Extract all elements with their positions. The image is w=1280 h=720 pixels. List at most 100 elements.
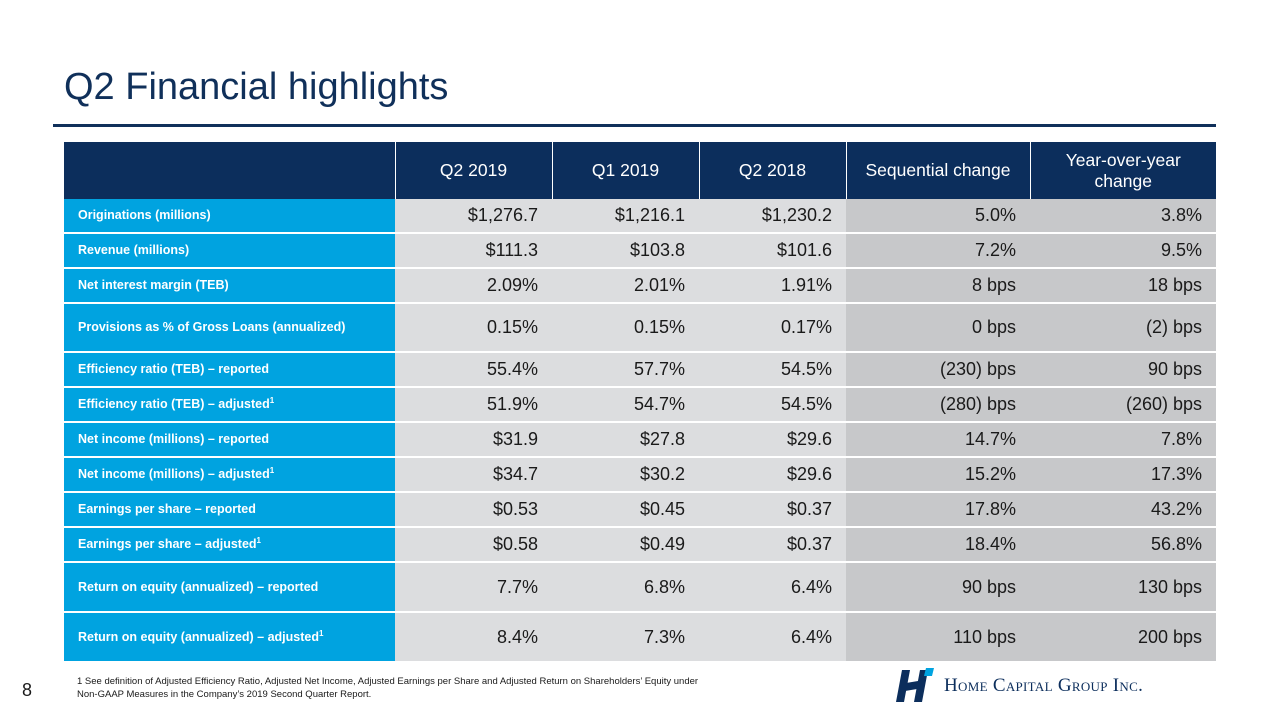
table-row: Return on equity (annualized) – adjusted… bbox=[64, 612, 1216, 663]
row-label: Revenue (millions) bbox=[64, 233, 395, 269]
page-number: 8 bbox=[22, 680, 33, 700]
header-blank bbox=[64, 142, 396, 199]
row-label: Return on equity (annualized) – reported bbox=[64, 562, 395, 613]
table-cell: 7.8% bbox=[1030, 422, 1216, 458]
table-cell: 130 bps bbox=[1030, 562, 1216, 613]
table-cell: 9.5% bbox=[1030, 233, 1216, 269]
table-header-row: Q2 2019 Q1 2019 Q2 2018 Sequential chang… bbox=[64, 142, 1216, 199]
table-cell: 90 bps bbox=[846, 562, 1030, 613]
footnote-marker: 1 bbox=[256, 535, 261, 545]
table-cell: 2.01% bbox=[552, 268, 699, 304]
table-row: Earnings per share – reported $0.53 $0.45 $… bbox=[64, 492, 1216, 528]
table-row: Net income (millions) – adjusted1 $34.7 $3… bbox=[64, 457, 1216, 493]
row-label: Earnings per share – reported bbox=[64, 492, 395, 528]
table-cell: 0.15% bbox=[552, 303, 699, 353]
header-yoy-change: Year-over-year change bbox=[1030, 142, 1216, 199]
row-label-text: Net income (millions) – reported bbox=[78, 432, 270, 446]
row-label-text: Revenue (millions) bbox=[78, 243, 190, 257]
table-cell: 54.7% bbox=[552, 387, 699, 423]
financial-highlights-table: Q2 2019 Q1 2019 Q2 2018 Sequential chang… bbox=[64, 142, 1216, 663]
table-row: Revenue (millions) $111.3 $103.8 $101.6 7.2%… bbox=[64, 233, 1216, 269]
table-cell: 6.8% bbox=[552, 562, 699, 613]
table-cell: 8.4% bbox=[395, 612, 552, 663]
table-cell: 5.0% bbox=[846, 199, 1030, 234]
page-title: Q2 Financial highlights bbox=[64, 66, 449, 108]
table-cell: $111.3 bbox=[395, 233, 552, 269]
table-cell: (230) bps bbox=[846, 352, 1030, 388]
row-label: Provisions as % of Gross Loans (annualiz… bbox=[64, 303, 395, 353]
table-cell: 55.4% bbox=[395, 352, 552, 388]
row-label-text: Provisions as % of Gross Loans (annualiz… bbox=[78, 320, 346, 334]
table-cell: 17.8% bbox=[846, 492, 1030, 528]
table-cell: 57.7% bbox=[552, 352, 699, 388]
table-cell: 90 bps bbox=[1030, 352, 1216, 388]
table-cell: 43.2% bbox=[1030, 492, 1216, 528]
table-cell: $29.6 bbox=[699, 422, 846, 458]
row-label: Net income (millions) – reported bbox=[64, 422, 395, 458]
table-cell: $30.2 bbox=[552, 457, 699, 493]
row-label-text: Net interest margin (TEB) bbox=[78, 278, 229, 292]
table-cell: 2.09% bbox=[395, 268, 552, 304]
row-label-text: Earnings per share – reported bbox=[78, 502, 256, 516]
table-cell: $31.9 bbox=[395, 422, 552, 458]
table-cell: $0.58 bbox=[395, 527, 552, 563]
row-label-text: Net income (millions) – adjusted bbox=[78, 467, 270, 481]
table-cell: $0.37 bbox=[699, 527, 846, 563]
table-cell: $0.53 bbox=[395, 492, 552, 528]
footnote-marker: 1 bbox=[269, 395, 275, 405]
table-row: Net income (millions) – reported $31.9 $27… bbox=[64, 422, 1216, 458]
table-cell: 1.91% bbox=[699, 268, 846, 304]
table-cell: 7.2% bbox=[846, 233, 1030, 269]
table-cell: 18 bps bbox=[1030, 268, 1216, 304]
row-label-text: Earnings per share – adjusted bbox=[78, 537, 257, 551]
row-label-text: Efficiency ratio (TEB) – adjusted bbox=[78, 397, 270, 411]
table-row: Efficiency ratio (TEB) – reported 55.4% 57… bbox=[64, 352, 1216, 388]
table-cell: $0.49 bbox=[552, 527, 699, 563]
table-cell: 6.4% bbox=[699, 612, 846, 663]
row-label: Efficiency ratio (TEB) – adjusted1 bbox=[64, 387, 395, 423]
footnote-line-2: Non-GAAP Measures in the Company’s 2019 … bbox=[77, 689, 372, 700]
footnote-line-1: 1 See definition of Adjusted Efficiency … bbox=[77, 676, 699, 687]
table-cell: (280) bps bbox=[846, 387, 1030, 423]
company-logo: Home Capital Group Inc. bbox=[896, 666, 1143, 706]
table-cell: $27.8 bbox=[552, 422, 699, 458]
table-cell: (2) bps bbox=[1030, 303, 1216, 353]
table-cell: 8 bps bbox=[846, 268, 1030, 304]
table-row: Net interest margin (TEB) 2.09% 2.01% 1.91%… bbox=[64, 268, 1216, 304]
table-cell: 200 bps bbox=[1030, 612, 1216, 663]
table-cell: 7.3% bbox=[552, 612, 699, 663]
table-cell: 110 bps bbox=[846, 612, 1030, 663]
row-label-text: Return on equity (annualized) – reported bbox=[78, 579, 319, 594]
header-q1-2019: Q1 2019 bbox=[552, 142, 700, 199]
table-cell: $34.7 bbox=[395, 457, 552, 493]
table-row: Earnings per share – adjusted1 $0.58 $0.49… bbox=[64, 527, 1216, 563]
footnote: 1 See definition of Adjusted Efficiency … bbox=[77, 675, 817, 701]
footnote-marker: 1 bbox=[319, 628, 324, 638]
table-row: Provisions as % of Gross Loans (annualiz… bbox=[64, 303, 1216, 353]
row-label: Return on equity (annualized) – adjusted… bbox=[64, 612, 395, 663]
row-label: Originations (millions) bbox=[64, 199, 395, 234]
table-cell: 18.4% bbox=[846, 527, 1030, 563]
table-row: Originations (millions) $1,276.7 $1,216.1 $… bbox=[64, 199, 1216, 234]
table-cell: 15.2% bbox=[846, 457, 1030, 493]
row-label-text: Efficiency ratio (TEB) – reported bbox=[78, 362, 270, 376]
table-cell: 6.4% bbox=[699, 562, 846, 613]
table-cell: $101.6 bbox=[699, 233, 846, 269]
row-label: Efficiency ratio (TEB) – reported bbox=[64, 352, 395, 388]
home-capital-h-logo-icon bbox=[896, 668, 934, 702]
table-row: Return on equity (annualized) – reported… bbox=[64, 562, 1216, 613]
table-cell: $0.45 bbox=[552, 492, 699, 528]
footnote-marker: 1 bbox=[269, 465, 275, 475]
row-label-text: Originations (millions) bbox=[78, 208, 211, 222]
table-cell: 0.17% bbox=[699, 303, 846, 353]
table-cell: 7.7% bbox=[395, 562, 552, 613]
table-cell: 17.3% bbox=[1030, 457, 1216, 493]
table-cell: $1,216.1 bbox=[552, 199, 699, 234]
table-cell: 0.15% bbox=[395, 303, 552, 353]
table-cell: $103.8 bbox=[552, 233, 699, 269]
financial-highlights-table-container: Q2 2019 Q1 2019 Q2 2018 Sequential chang… bbox=[64, 142, 1216, 663]
table-cell: 56.8% bbox=[1030, 527, 1216, 563]
company-logo-text: Home Capital Group Inc. bbox=[944, 675, 1144, 696]
row-label: Net interest margin (TEB) bbox=[64, 268, 395, 304]
table-cell: $1,230.2 bbox=[699, 199, 846, 234]
